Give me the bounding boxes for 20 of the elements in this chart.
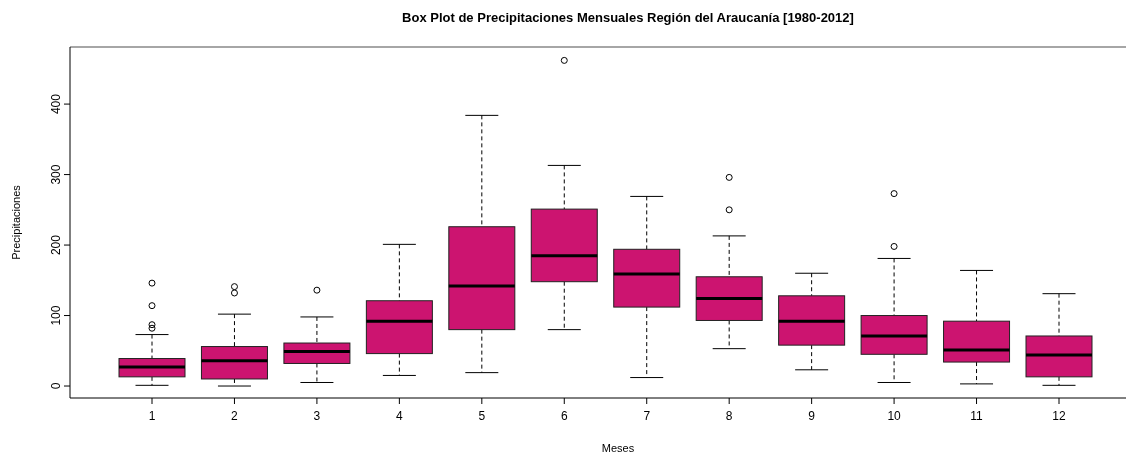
x-tick-label: 4 bbox=[396, 409, 404, 423]
x-tick-label: 6 bbox=[560, 409, 568, 423]
x-tick-label: 12 bbox=[1052, 409, 1066, 423]
y-tick-label: 200 bbox=[49, 234, 63, 256]
y-axis-title: Precipitaciones bbox=[10, 184, 22, 260]
x-tick-label: 2 bbox=[231, 409, 239, 423]
y-tick-label: 400 bbox=[49, 93, 63, 115]
x-tick-label: 10 bbox=[887, 409, 902, 423]
x-axis-title: Meses bbox=[601, 442, 635, 454]
y-tick-label: 100 bbox=[49, 305, 63, 326]
chart-title: Box Plot de Precipitaciones Mensuales Región del Araucanía [1980-2012] bbox=[402, 10, 854, 25]
y-tick-label: 300 bbox=[49, 164, 63, 185]
x-tick-label: 11 bbox=[970, 409, 984, 423]
y-tick-label: 0 bbox=[49, 382, 63, 390]
x-tick-label: 3 bbox=[313, 409, 321, 423]
x-tick-label: 5 bbox=[478, 409, 486, 423]
x-tick-label: 1 bbox=[148, 409, 156, 423]
x-tick-label: 7 bbox=[643, 409, 651, 423]
x-tick-label: 8 bbox=[725, 409, 733, 423]
x-tick-label: 9 bbox=[808, 409, 816, 423]
